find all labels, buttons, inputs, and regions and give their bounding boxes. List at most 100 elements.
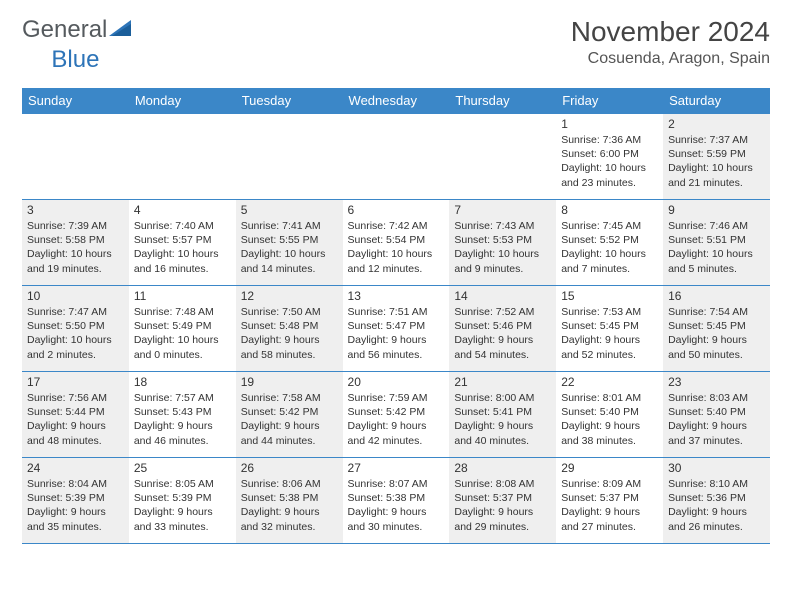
day-header: Friday [556,88,663,114]
calendar-cell: 20 Sunrise: 7:59 AMSunset: 5:42 PMDayligh… [343,372,450,458]
day-header: Tuesday [236,88,343,114]
cell-details: Sunrise: 8:05 AMSunset: 5:39 PMDaylight:… [134,477,231,534]
cell-details: Sunrise: 7:57 AMSunset: 5:43 PMDaylight:… [134,391,231,448]
cell-details: Sunrise: 8:06 AMSunset: 5:38 PMDaylight:… [241,477,338,534]
cell-details: Sunrise: 8:08 AMSunset: 5:37 PMDaylight:… [454,477,551,534]
calendar-cell: 25 Sunrise: 8:05 AMSunset: 5:39 PMDayligh… [129,458,236,544]
cell-details: Sunrise: 7:45 AMSunset: 5:52 PMDaylight:… [561,219,658,276]
cell-details: Sunrise: 8:07 AMSunset: 5:38 PMDaylight:… [348,477,445,534]
day-number: 29 [561,461,658,475]
cell-details: Sunrise: 7:56 AMSunset: 5:44 PMDaylight:… [27,391,124,448]
cell-details: Sunrise: 7:40 AMSunset: 5:57 PMDaylight:… [134,219,231,276]
calendar-cell [236,114,343,200]
day-number: 28 [454,461,551,475]
cell-details: Sunrise: 7:39 AMSunset: 5:58 PMDaylight:… [27,219,124,276]
calendar-cell: 1 Sunrise: 7:36 AMSunset: 6:00 PMDaylight… [556,114,663,200]
calendar-cell: 24 Sunrise: 8:04 AMSunset: 5:39 PMDayligh… [22,458,129,544]
day-header: Saturday [663,88,770,114]
calendar-cell: 17 Sunrise: 7:56 AMSunset: 5:44 PMDayligh… [22,372,129,458]
calendar-cell: 7 Sunrise: 7:43 AMSunset: 5:53 PMDaylight… [449,200,556,286]
calendar-cell: 19 Sunrise: 7:58 AMSunset: 5:42 PMDayligh… [236,372,343,458]
day-number: 19 [241,375,338,389]
day-number: 1 [561,117,658,131]
day-number: 23 [668,375,765,389]
calendar-cell: 16 Sunrise: 7:54 AMSunset: 5:45 PMDayligh… [663,286,770,372]
calendar-cell: 13 Sunrise: 7:51 AMSunset: 5:47 PMDayligh… [343,286,450,372]
day-header: Monday [129,88,236,114]
day-number: 20 [348,375,445,389]
cell-details: Sunrise: 7:48 AMSunset: 5:49 PMDaylight:… [134,305,231,362]
day-number: 22 [561,375,658,389]
calendar-cell: 5Sunrise: 7:41 AMSunset: 5:55 PMDaylight… [236,200,343,286]
calendar-cell: 4 Sunrise: 7:40 AMSunset: 5:57 PMDaylight… [129,200,236,286]
calendar-cell: 26 Sunrise: 8:06 AMSunset: 5:38 PMDayligh… [236,458,343,544]
day-number: 25 [134,461,231,475]
day-number: 2 [668,117,765,131]
calendar-cell [343,114,450,200]
cell-details: Sunrise: 8:03 AMSunset: 5:40 PMDaylight:… [668,391,765,448]
title-block: November 2024 Cosuenda, Aragon, Spain [571,16,770,68]
calendar-cell: 11 Sunrise: 7:48 AMSunset: 5:49 PMDayligh… [129,286,236,372]
day-header: Sunday [22,88,129,114]
day-number: 18 [134,375,231,389]
calendar-cell [22,114,129,200]
calendar-cell: 29 Sunrise: 8:09 AMSunset: 5:37 PMDayligh… [556,458,663,544]
logo-text-general: General [22,16,107,44]
cell-details: Sunrise: 7:54 AMSunset: 5:45 PMDaylight:… [668,305,765,362]
cell-details: Sunrise: 7:46 AMSunset: 5:51 PMDaylight:… [668,219,765,276]
day-number: 26 [241,461,338,475]
cell-details: Sunrise: 7:47 AMSunset: 5:50 PMDaylight:… [27,305,124,362]
cell-details: Sunrise: 8:09 AMSunset: 5:37 PMDaylight:… [561,477,658,534]
cell-details: Sunrise: 7:43 AMSunset: 5:53 PMDaylight:… [454,219,551,276]
cell-details: Sunrise: 8:04 AMSunset: 5:39 PMDaylight:… [27,477,124,534]
day-number: 24 [27,461,124,475]
day-number: 3 [27,203,124,217]
day-header: Wednesday [343,88,450,114]
cell-details: Sunrise: 7:37 AMSunset: 5:59 PMDaylight:… [668,133,765,190]
cell-details: Sunrise: 7:53 AMSunset: 5:45 PMDaylight:… [561,305,658,362]
day-number: 12 [241,289,338,303]
cell-details: Sunrise: 8:01 AMSunset: 5:40 PMDaylight:… [561,391,658,448]
day-number: 8 [561,203,658,217]
day-number: 10 [27,289,124,303]
calendar-cell: 28 Sunrise: 8:08 AMSunset: 5:37 PMDayligh… [449,458,556,544]
calendar-cell [449,114,556,200]
calendar-cell: 14Sunrise: 7:52 AMSunset: 5:46 PMDayligh… [449,286,556,372]
day-number: 16 [668,289,765,303]
calendar-cell: 9Sunrise: 7:46 AMSunset: 5:51 PMDaylight… [663,200,770,286]
day-number: 30 [668,461,765,475]
cell-details: Sunrise: 7:51 AMSunset: 5:47 PMDaylight:… [348,305,445,362]
day-number: 27 [348,461,445,475]
calendar-cell [129,114,236,200]
cell-details: Sunrise: 8:00 AMSunset: 5:41 PMDaylight:… [454,391,551,448]
day-number: 7 [454,203,551,217]
logo-text-blue: Blue [51,46,99,74]
logo: General [22,16,137,44]
calendar-cell: 21 Sunrise: 8:00 AMSunset: 5:41 PMDayligh… [449,372,556,458]
cell-details: Sunrise: 7:58 AMSunset: 5:42 PMDaylight:… [241,391,338,448]
day-number: 17 [27,375,124,389]
cell-details: Sunrise: 7:36 AMSunset: 6:00 PMDaylight:… [561,133,658,190]
calendar-cell: 2 Sunrise: 7:37 AMSunset: 5:59 PMDaylight… [663,114,770,200]
day-number: 5 [241,203,338,217]
calendar-cell: 8 Sunrise: 7:45 AMSunset: 5:52 PMDaylight… [556,200,663,286]
day-header: Thursday [449,88,556,114]
day-number: 4 [134,203,231,217]
calendar-cell: 30Sunrise: 8:10 AMSunset: 5:36 PMDayligh… [663,458,770,544]
logo-triangle-icon [109,18,135,43]
day-number: 21 [454,375,551,389]
calendar-cell: 15Sunrise: 7:53 AMSunset: 5:45 PMDayligh… [556,286,663,372]
calendar-cell: 3 Sunrise: 7:39 AMSunset: 5:58 PMDaylight… [22,200,129,286]
location: Cosuenda, Aragon, Spain [571,50,770,68]
day-number: 6 [348,203,445,217]
calendar-cell: 22 Sunrise: 8:01 AMSunset: 5:40 PMDayligh… [556,372,663,458]
cell-details: Sunrise: 7:59 AMSunset: 5:42 PMDaylight:… [348,391,445,448]
calendar-tbody: 1 Sunrise: 7:36 AMSunset: 6:00 PMDaylight… [22,114,770,544]
calendar-cell: 12Sunrise: 7:50 AMSunset: 5:48 PMDayligh… [236,286,343,372]
cell-details: Sunrise: 7:42 AMSunset: 5:54 PMDaylight:… [348,219,445,276]
day-number: 11 [134,289,231,303]
cell-details: Sunrise: 7:52 AMSunset: 5:46 PMDaylight:… [454,305,551,362]
month-title: November 2024 [571,16,770,48]
day-number: 13 [348,289,445,303]
calendar-cell: 6 Sunrise: 7:42 AMSunset: 5:54 PMDaylight… [343,200,450,286]
